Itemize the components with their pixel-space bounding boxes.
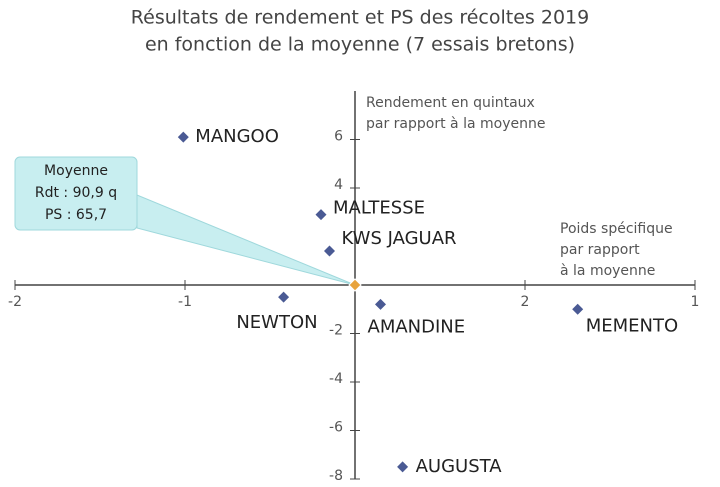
callout-text: Rdt : 90,9 q [35, 185, 117, 201]
point [572, 303, 584, 315]
point-label: AUGUSTA [416, 456, 503, 477]
x-tick-label: 2 [521, 294, 530, 310]
y-tick-label: 6 [334, 129, 343, 145]
callout-text: PS : 65,7 [45, 207, 107, 223]
point-label: AMANDINE [368, 316, 466, 337]
x-axis-title: à la moyenne [560, 263, 655, 279]
callout-text: Moyenne [44, 163, 108, 179]
x-tick-label: -2 [8, 294, 22, 310]
x-tick-label: -1 [178, 294, 192, 310]
mean-point [348, 278, 362, 292]
point [375, 298, 386, 310]
point-label: MEMENTO [586, 315, 678, 336]
callout-box [14, 156, 138, 231]
point [397, 461, 409, 473]
callout-pointer [136, 194, 356, 286]
point [177, 131, 189, 143]
point [324, 245, 335, 257]
y-tick-label: -4 [329, 371, 343, 387]
x-axis-title: par rapport [560, 242, 640, 258]
point-label: KWS JAGUAR [342, 228, 457, 249]
chart-title: en fonction de la moyenne (7 essais bret… [145, 34, 575, 56]
y-tick-label: -2 [329, 323, 343, 339]
y-tick-label: 4 [334, 177, 343, 193]
point-label: MANGOO [195, 126, 279, 147]
y-tick-label: -8 [329, 468, 343, 484]
point-label: NEWTON [236, 312, 317, 333]
point-label: MALTESSE [333, 198, 425, 219]
y-axis-title: Rendement en quintaux [366, 95, 535, 111]
chart-title: Résultats de rendement et PS des récolte… [131, 7, 589, 29]
point [315, 209, 327, 221]
x-tick-label: 1 [691, 294, 700, 310]
x-axis-title: Poids spécifique [560, 221, 673, 237]
y-tick-label: -6 [329, 420, 343, 436]
y-axis-title: par rapport à la moyenne [366, 116, 545, 132]
point [278, 291, 290, 303]
